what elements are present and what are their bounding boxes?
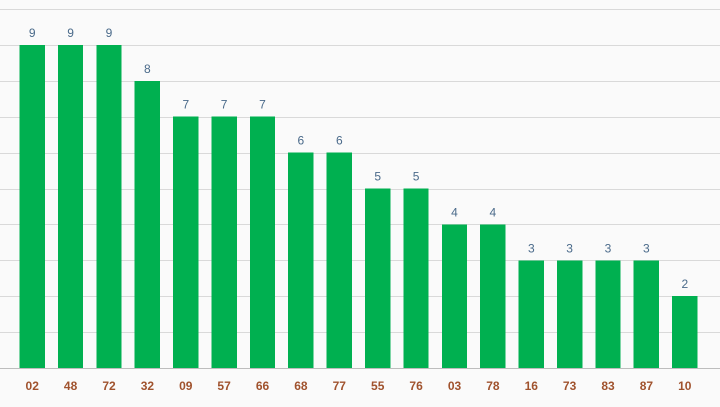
x-tick-label-76: 76 (409, 379, 423, 393)
value-label-66: 7 (259, 98, 266, 112)
value-label-87: 3 (643, 241, 650, 255)
x-tick-label-57: 57 (217, 379, 231, 393)
x-tick-label-72: 72 (102, 379, 116, 393)
x-tick-label-55: 55 (371, 379, 385, 393)
x-tick-label-02: 02 (26, 379, 40, 393)
value-label-73: 3 (566, 241, 573, 255)
value-label-72: 9 (106, 26, 113, 40)
value-label-68: 6 (298, 134, 305, 148)
bars (19, 44, 698, 369)
bar-03 (441, 224, 468, 368)
value-labels: 9 9 9 8 7 7 7 6 6 5 5 4 4 3 3 3 3 2 (29, 26, 689, 291)
bar-73 (557, 260, 583, 368)
x-tick-label-77: 77 (333, 379, 347, 393)
value-label-78: 4 (490, 205, 497, 219)
x-tick-label-68: 68 (294, 379, 308, 393)
x-tick-label-48: 48 (64, 379, 78, 393)
bar-09 (173, 116, 199, 368)
bar-87 (633, 260, 659, 368)
x-tick-label-66: 66 (256, 379, 270, 393)
bar-32 (134, 80, 160, 369)
bar-57 (211, 116, 237, 368)
bar-02 (19, 44, 45, 369)
value-label-32: 8 (144, 62, 151, 76)
value-label-57: 7 (221, 98, 228, 112)
bar-66 (249, 116, 276, 368)
x-tick-label-87: 87 (640, 379, 654, 393)
bar-10 (672, 296, 698, 368)
value-label-10: 2 (681, 277, 688, 291)
bar-83 (595, 260, 621, 368)
bar-48 (57, 44, 84, 369)
x-tick-label-10: 10 (678, 379, 692, 393)
x-tick-label-09: 09 (179, 379, 193, 393)
value-label-55: 5 (374, 170, 381, 184)
value-label-02: 9 (29, 26, 36, 40)
bar-72 (96, 44, 122, 369)
value-label-83: 3 (605, 241, 612, 255)
bar-76 (403, 188, 429, 368)
value-label-77: 6 (336, 134, 343, 148)
bar-16 (518, 260, 544, 368)
x-tick-label-32: 32 (141, 379, 155, 393)
value-label-76: 5 (413, 170, 420, 184)
x-tick-label-73: 73 (563, 379, 577, 393)
x-tick-label-16: 16 (525, 379, 539, 393)
value-label-48: 9 (67, 26, 74, 40)
bar-77 (326, 152, 352, 368)
bar-78 (480, 224, 506, 368)
x-axis-tick-labels: 02 48 72 32 09 57 66 68 77 55 76 03 78 16 73 83 87 10 (26, 379, 692, 393)
x-tick-label-03: 03 (448, 379, 462, 393)
value-label-03: 4 (451, 205, 458, 219)
bar-68 (288, 152, 314, 368)
bar-55 (365, 188, 391, 368)
value-label-16: 3 (528, 241, 535, 255)
x-tick-label-83: 83 (601, 379, 615, 393)
x-tick-label-78: 78 (486, 379, 500, 393)
value-label-09: 7 (182, 98, 189, 112)
